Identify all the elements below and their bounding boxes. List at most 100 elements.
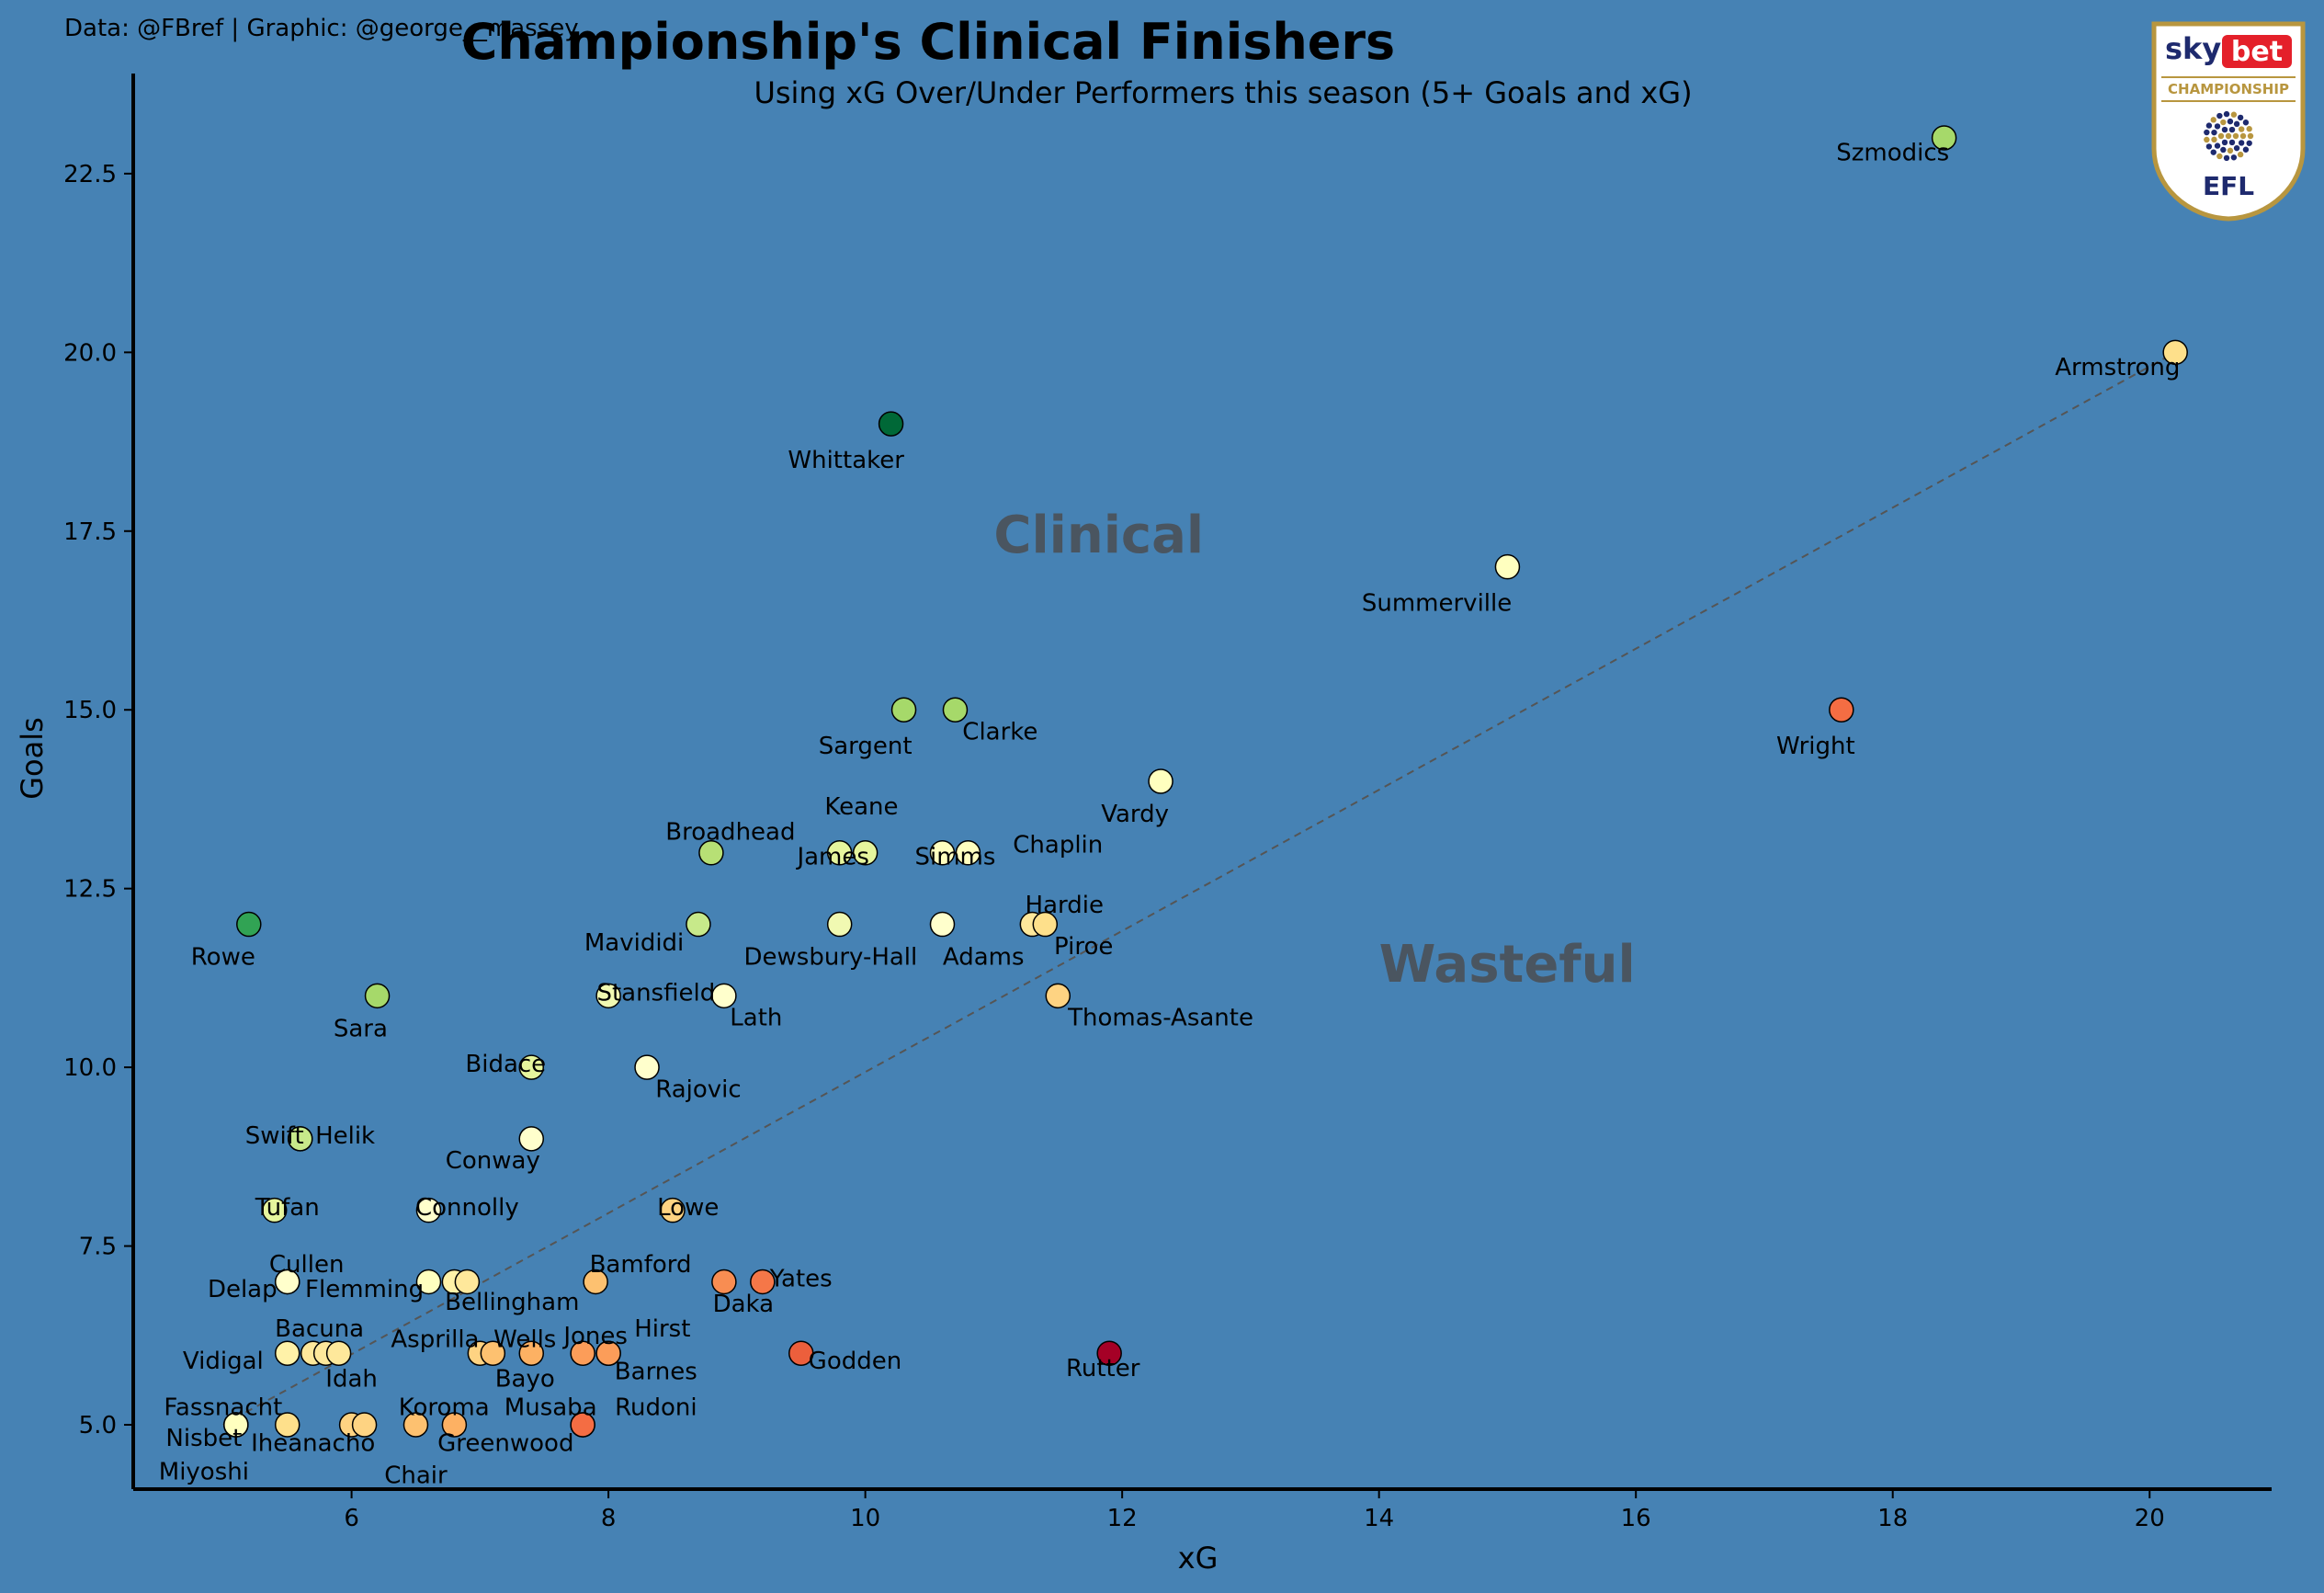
data-point-7 [1148,768,1173,794]
point-label-armstrong: Armstrong [2055,354,2180,381]
logo-ball-dot [2230,111,2238,118]
point-label-keane: Keane [824,793,898,821]
logo-ball-dot [2204,136,2210,143]
data-credit: Data: @FBref | Graphic: @george__massey [64,15,579,42]
data-point-50 [1096,1340,1122,1366]
y-tick-label: 12.5 [63,876,117,904]
y-tick-label: 20.0 [63,339,117,367]
point-label-whittaker: Whittaker [788,447,904,474]
data-point-24 [634,1054,660,1080]
logo-ball-dot [2217,132,2225,140]
point-label-vidigal: Vidigal [183,1348,264,1375]
data-point-38 [750,1269,776,1295]
point-label-daka: Daka [713,1291,775,1318]
point-label-rajovic: Rajovic [655,1075,741,1103]
data-point-5 [942,697,969,723]
logo-ball-dot [2233,120,2240,128]
y-tick-label: 10.0 [63,1054,117,1082]
y-tick-label: 7.5 [79,1234,117,1261]
point-label-rutter: Rutter [1066,1355,1140,1382]
data-point-44 [480,1340,506,1366]
point-label-rudoni: Rudoni [615,1394,697,1422]
logo-ball-dot [2237,151,2244,158]
data-point-1 [2162,339,2188,366]
data-point-30 [660,1197,686,1223]
point-label-bayo: Bayo [495,1365,555,1393]
point-label-wright: Wright [1776,733,1855,760]
data-point-56 [351,1412,378,1438]
logo-ball-dot [2242,119,2250,126]
logo-bet-box [2222,35,2292,68]
data-point-19 [364,983,391,1009]
logo-championship-text: CHAMPIONSHIP [2168,81,2289,97]
data-point-18 [1032,911,1059,938]
logo-ball-dot [2214,142,2221,149]
logo-ball-dot [2242,146,2250,153]
x-tick-label: 14 [1364,1505,1394,1532]
logo-ball-dot [2211,136,2217,143]
point-label-iheanacho: Iheanacho [251,1429,375,1457]
point-label-asprilla: Asprilla [391,1326,479,1354]
point-label-sara: Sara [334,1015,388,1042]
x-tick-label: 10 [850,1505,880,1532]
data-point-22 [1045,983,1071,1009]
zone-label-wasteful: Wasteful [1379,935,1636,995]
logo-ball-dot [2237,114,2244,121]
data-point-29 [415,1197,442,1223]
logo-ball-dot [2216,112,2223,119]
y-tick-label: 5.0 [79,1412,117,1439]
logo-ball-dot [2225,132,2232,140]
point-label-conway: Conway [446,1147,540,1175]
point-label-nisbet: Nisbet [165,1425,242,1452]
point-label-bamford: Bamford [590,1251,692,1279]
data-point-39 [274,1340,300,1366]
logo-ball-icon [2204,110,2254,162]
data-point-15 [826,911,853,938]
point-label-godden: Godden [809,1348,902,1375]
logo-ball-dot [2228,139,2236,146]
point-label-musaba: Musaba [504,1394,597,1422]
data-point-32 [274,1269,300,1295]
point-label-bidace: Bidace [465,1051,546,1078]
data-point-27 [518,1126,545,1152]
axes: 6 8 10 12 14 16 18 20 5.0 7.5 10.0 12.5 15.0 17.5 20.0… [15,74,2272,1576]
logo-ball-dot [2246,126,2252,132]
point-label-wells: Wells [493,1326,556,1354]
point-label-mavididi: Mavididi [584,929,684,957]
efl-championship-logo: sky bet CHAMPIONSHIP EFL [2151,21,2306,222]
point-label-delap: Delap [208,1276,278,1303]
logo-ball-dot [2221,139,2228,146]
logo-ball-dot [2227,118,2234,125]
data-point-4 [890,697,917,723]
logo-ball-dot [2211,129,2217,136]
data-point-33 [415,1269,442,1295]
logo-ball-dot [2205,143,2213,150]
point-label-vardy: Vardy [1101,801,1169,828]
data-point-9 [826,840,853,866]
data-point-20 [595,983,621,1009]
data-point-42 [325,1340,352,1366]
reference-line [222,351,2176,1426]
data-point-60 [570,1412,595,1438]
data-point-12 [955,840,981,866]
y-axis-title: Goals [15,717,50,800]
logo-ball-dot [2238,140,2245,146]
data-point-23 [518,1054,545,1080]
logo-ball-dot [2210,149,2216,155]
logo-ball-dot [2230,154,2238,161]
logo-bet-text: bet [2231,36,2283,68]
point-label-dewsbury-hall: Dewsbury-Hall [744,944,918,972]
point-label-piroe: Piroe [1054,933,1113,961]
logo-ball-dot [2238,126,2245,132]
point-label-stansfield: Stansfield [596,979,715,1007]
data-point-35 [454,1269,481,1295]
point-label-rowe: Rowe [191,944,255,972]
x-tick-label: 20 [2135,1505,2165,1532]
data-point-49 [788,1340,814,1366]
point-label-cullen: Cullen [269,1251,345,1279]
point-label-adams: Adams [943,944,1025,972]
point-label-bacuna: Bacuna [275,1315,364,1343]
data-point-14 [686,911,711,938]
logo-ball-dot [2247,132,2254,140]
